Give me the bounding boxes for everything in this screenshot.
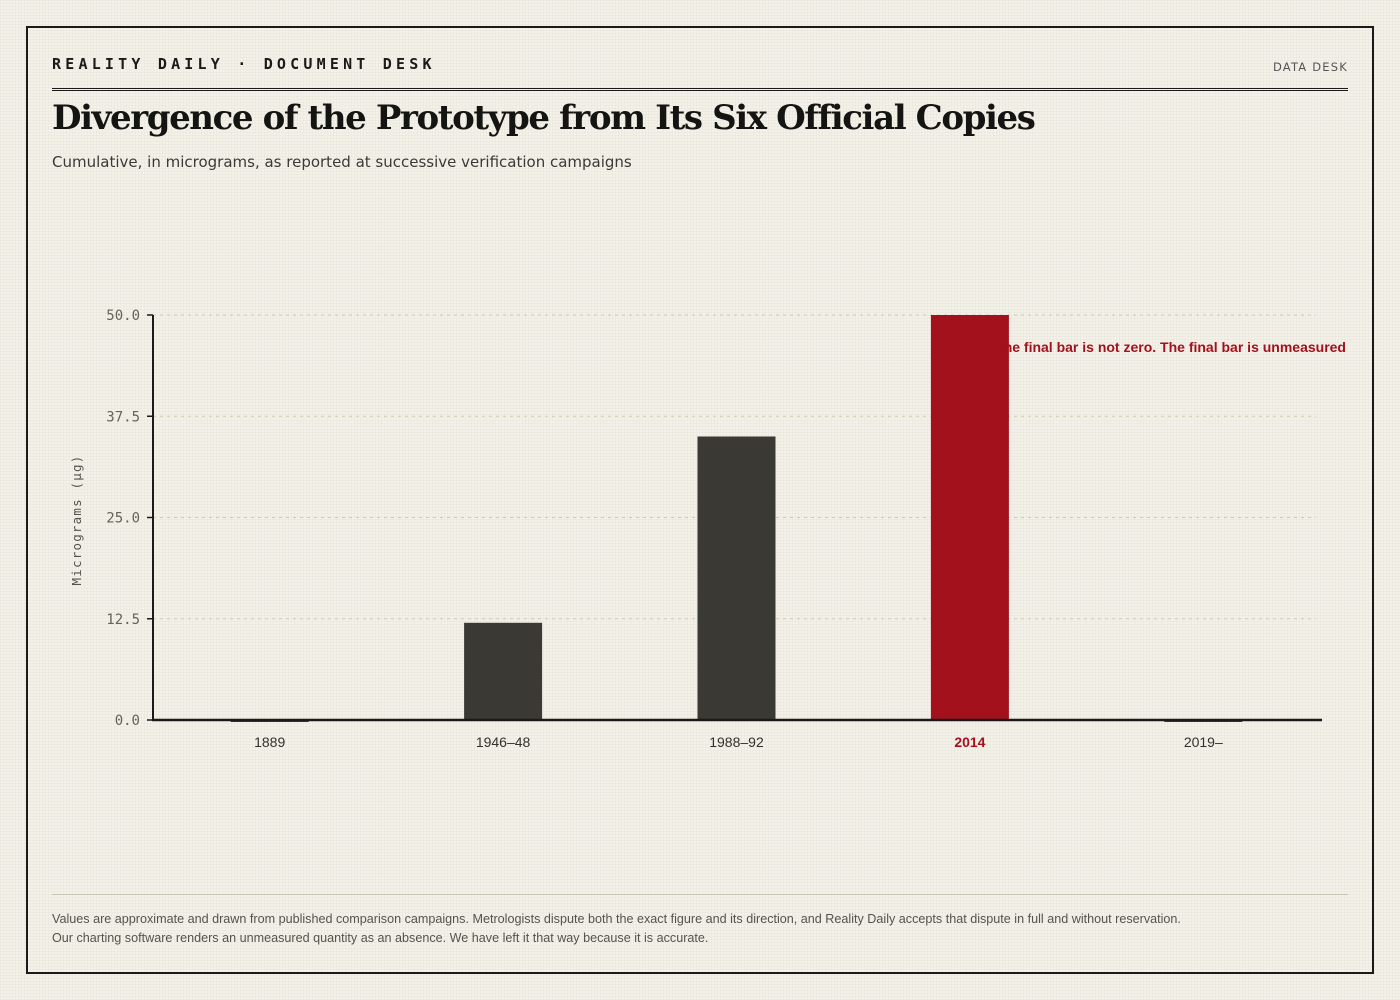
y-tick-label: 37.5 (106, 409, 140, 425)
publication-name: REALITY DAILY · DOCUMENT DESK (52, 55, 436, 73)
bar-1988–92 (697, 436, 776, 720)
y-tick-label: 0.0 (115, 713, 140, 729)
page-subtitle: Cumulative, in micrograms, as reported a… (52, 153, 632, 171)
bars (230, 315, 1243, 722)
y-tick-label: 25.0 (106, 511, 140, 527)
y-tick-label: 12.5 (106, 612, 140, 628)
bar-2014 (930, 315, 1009, 720)
bar-1946–48 (464, 622, 543, 720)
x-tick-label: 2014 (954, 734, 985, 750)
x-tick-label: 1946–48 (476, 734, 531, 750)
page-frame: REALITY DAILY · DOCUMENT DESK DATA DESK … (26, 26, 1374, 974)
page-title: Divergence of the Prototype from Its Six… (52, 98, 1036, 138)
axes (147, 314, 1322, 722)
masthead: REALITY DAILY · DOCUMENT DESK DATA DESK (52, 52, 1348, 91)
footer-rule (52, 894, 1348, 895)
y-tick-label: 50.0 (106, 308, 140, 324)
footnote: Values are approximate and drawn from pu… (52, 910, 1348, 947)
footnote-line-1: Values are approximate and drawn from pu… (52, 912, 1181, 926)
desk-label: DATA DESK (1272, 60, 1348, 74)
x-tick-label: 2019– (1184, 734, 1223, 750)
x-tick-label: 1988–92 (709, 734, 764, 750)
footnote-line-2: Our charting software renders an unmeasu… (52, 930, 709, 945)
chart-annotation: The final bar is not zero. The final bar… (995, 339, 1346, 355)
y-axis-title: Micrograms (µg) (69, 455, 84, 586)
x-tick-label: 1889 (254, 734, 285, 750)
axis-labels: 0.0 12.5 25.0 37.5 50.0 1889 1946–48 1988–92 201… (106, 308, 1223, 750)
